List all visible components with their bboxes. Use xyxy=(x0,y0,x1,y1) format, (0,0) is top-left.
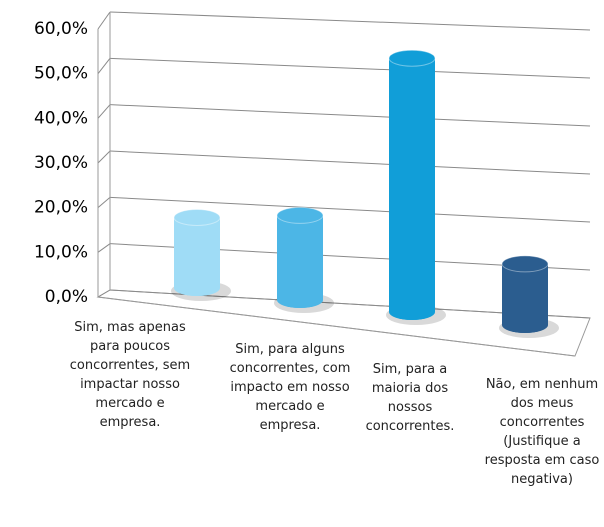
x-tick-label: Sim, mas apenas para poucos concorrentes… xyxy=(69,320,191,430)
x-tick-label: Não, em nenhum dos meus concorrentes (Ju… xyxy=(484,377,600,487)
y-tick-label: 0,0% xyxy=(45,287,88,307)
bar-top xyxy=(388,49,436,67)
bar-shade xyxy=(389,58,435,320)
bar xyxy=(388,49,436,320)
bar-shade xyxy=(502,263,548,333)
y-tick-label: 40,0% xyxy=(34,108,88,128)
bar-shade xyxy=(174,217,220,296)
y-tick-label: 60,0% xyxy=(34,19,88,39)
bar-top xyxy=(173,209,221,226)
grid-line xyxy=(109,11,591,31)
bar xyxy=(173,209,221,296)
bar xyxy=(501,255,549,333)
y-tick-label: 50,0% xyxy=(34,64,88,84)
grid-line xyxy=(109,104,591,127)
y-tick-label: 10,0% xyxy=(34,242,88,262)
grid-line xyxy=(109,150,591,175)
side-grid-line xyxy=(97,11,111,30)
x-tick-label: Sim, para a maioria dos nossos concorren… xyxy=(365,362,455,434)
bar-top xyxy=(501,255,549,273)
grid-line xyxy=(109,196,591,223)
y-tick-label: 30,0% xyxy=(34,153,88,173)
side-grid-line xyxy=(97,104,111,119)
grid-line xyxy=(109,57,591,79)
floor-front xyxy=(97,296,576,357)
y-tick-label: 20,0% xyxy=(34,198,88,218)
side-grid-line xyxy=(97,150,111,164)
x-tick-label: Sim, para alguns concorrentes, com impac… xyxy=(229,342,351,433)
side-grid-line xyxy=(97,196,111,209)
bar xyxy=(276,206,324,308)
side-grid-line xyxy=(97,58,111,74)
bar-top xyxy=(276,206,324,224)
side-grid-line xyxy=(97,289,111,298)
side-grid-line xyxy=(97,243,111,253)
bar-shade xyxy=(277,215,323,308)
